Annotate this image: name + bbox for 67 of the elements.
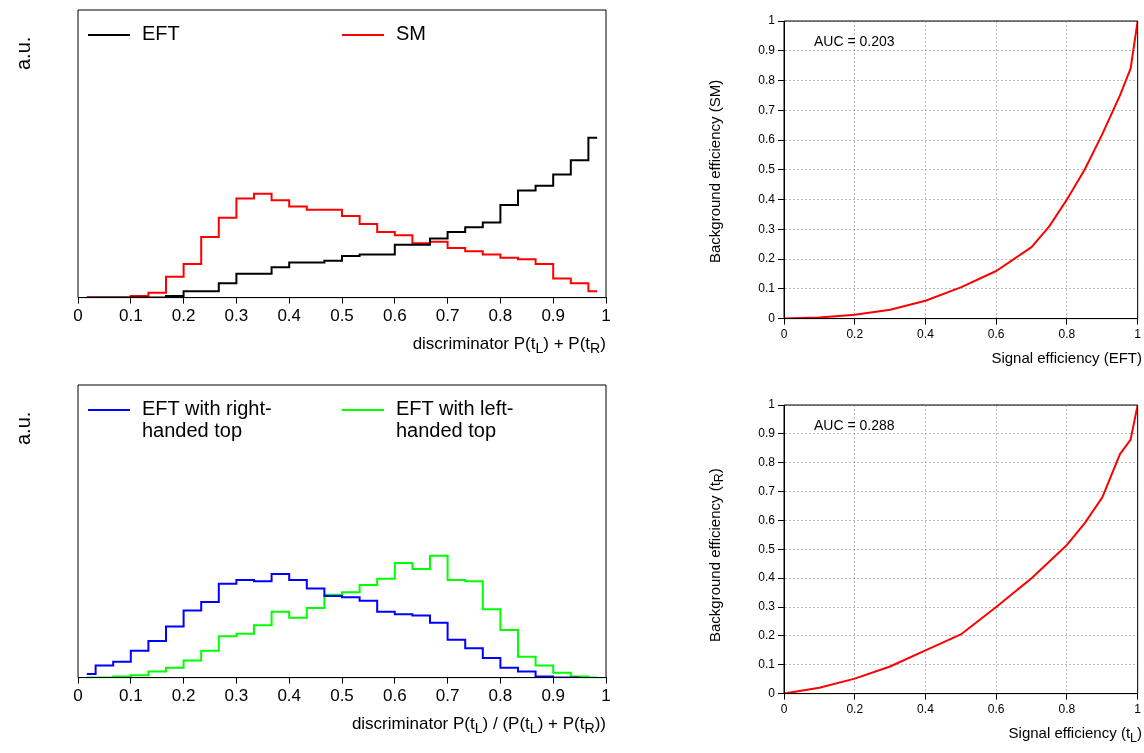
y-tick-label: 0.8 [758, 455, 776, 470]
x-tick-label: 0.8 [488, 686, 513, 706]
y-tick-label: 0.9 [758, 426, 776, 441]
annotation: AUC = 0.288 [814, 416, 895, 433]
legend-label: EFT with left-handed top [396, 397, 515, 441]
x-tick-label: 0.6 [382, 306, 407, 326]
x-tick-label: 0.4 [917, 702, 935, 717]
y-tick-label: 0.1 [758, 281, 776, 296]
legend-label: SM [396, 22, 426, 44]
x-tick-label: 0 [780, 327, 788, 342]
y-axis-title: a.u. [12, 410, 35, 445]
x-tick-label: 0.3 [224, 686, 249, 706]
y-tick-label: 0.7 [758, 483, 776, 498]
x-tick-label: 1 [601, 306, 611, 326]
x-axis-title: Signal efficiency (EFT) [991, 349, 1142, 366]
x-tick-label: 1 [601, 686, 611, 706]
x-tick-label: 0.2 [846, 327, 864, 342]
y-tick-label: 0.2 [758, 251, 776, 266]
x-tick-label: 0.6 [382, 686, 407, 706]
x-tick-label: 0.4 [917, 327, 935, 342]
x-tick-label: 0.9 [541, 686, 566, 706]
y-tick-label: 0.3 [758, 599, 776, 614]
x-tick-label: 1 [1134, 702, 1142, 717]
y-tick-label: 1 [768, 397, 776, 412]
x-tick-label: 0.7 [435, 686, 460, 706]
y-tick-label: 0.1 [758, 657, 776, 672]
x-tick-label: 0.7 [435, 306, 460, 326]
x-tick-label: 0.2 [171, 306, 196, 326]
y-tick-label: 0.5 [758, 541, 776, 556]
legend-label: EFT with right-handed top [142, 397, 273, 441]
x-tick-label: 0.6 [987, 327, 1005, 342]
x-tick-label: 0.1 [118, 686, 143, 706]
x-tick-label: 0.5 [330, 686, 354, 706]
x-tick-label: 0.5 [330, 306, 354, 326]
x-axis-title: Signal efficiency (t$_{L}$) [1008, 724, 1142, 745]
y-tick-label: 1 [768, 13, 776, 28]
x-tick-label: 0 [73, 306, 83, 326]
x-tick-label: 0.1 [118, 306, 143, 326]
x-tick-label: 0.8 [1058, 327, 1076, 342]
y-tick-label: 0.7 [758, 102, 776, 117]
x-tick-label: 0.2 [846, 702, 864, 717]
x-tick-label: 1 [1134, 327, 1142, 342]
x-tick-label: 0.9 [541, 306, 566, 326]
x-tick-label: 0.6 [987, 702, 1005, 717]
x-tick-label: 0.4 [277, 306, 302, 326]
x-tick-label: 0.4 [277, 686, 302, 706]
x-tick-label: 0.3 [224, 306, 249, 326]
x-axis-title: discriminator P(t$_{L}$) + P(t$_{R}$) [412, 334, 606, 357]
y-tick-label: 0.9 [758, 43, 776, 58]
y-tick-label: 0.6 [758, 512, 776, 527]
x-tick-label: 0.8 [488, 306, 513, 326]
y-tick-label: 0.4 [758, 191, 776, 206]
y-tick-label: 0.8 [758, 72, 776, 87]
x-tick-label: 0.8 [1058, 702, 1076, 717]
x-axis-title: discriminator P(t$_{L}$) / (P(t$_{L}$) + P(t$_{R}$)) [351, 714, 606, 737]
legend-label: EFT [142, 22, 180, 44]
y-tick-label: 0.2 [758, 628, 776, 643]
x-tick-label: 0.2 [171, 686, 196, 706]
y-axis-title: a.u. [12, 35, 35, 70]
y-tick-label: 0.4 [758, 570, 776, 585]
annotation: AUC = 0.203 [814, 32, 895, 49]
y-tick-label: 0.5 [758, 162, 776, 177]
y-tick-label: 0.3 [758, 221, 776, 236]
y-axis-title: Background efficiency (SM) [706, 78, 723, 265]
x-tick-label: 0 [73, 686, 83, 706]
y-tick-label: 0.6 [758, 132, 776, 147]
x-tick-label: 0 [780, 702, 788, 717]
